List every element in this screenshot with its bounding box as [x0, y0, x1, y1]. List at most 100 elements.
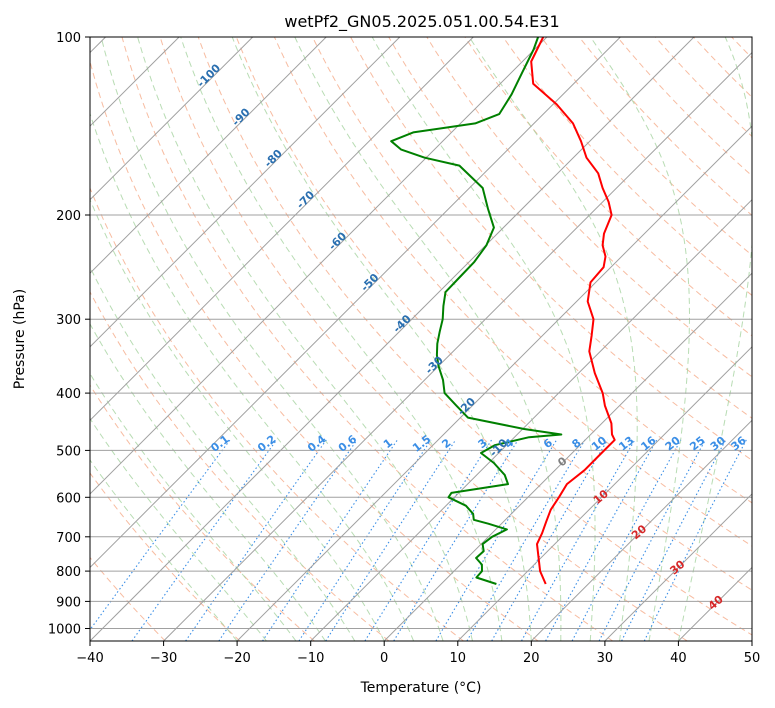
dry-adiabat-line: [616, 37, 752, 177]
moist-adiabat-line: [294, 37, 562, 641]
dry-adiabat-line: [426, 37, 752, 378]
isotherm-line: [90, 37, 401, 348]
moist-adiabat-line: [371, 37, 596, 641]
moist-adiabat-line: [137, 37, 473, 641]
y-tick-label: 900: [56, 595, 81, 610]
mixing-ratio-label: 2: [440, 436, 454, 451]
y-axis-label: Pressure (hPa): [12, 289, 28, 389]
line-labels: 0.1 0.2 0.4 0.6 1 1.5 2 3 4 6 8 10 13 16 20 25 30 36-100-…: [194, 61, 748, 612]
mixing-ratio-line: [491, 439, 609, 641]
moist-adiabat-line: [468, 37, 638, 641]
dry-adiabat-line: [350, 37, 752, 461]
moist-adiabat-line: [180, 37, 503, 641]
dry-adiabat-line: [312, 37, 752, 504]
isotherm-line: [236, 125, 752, 641]
isotherm-line: [90, 37, 474, 422]
moist-adiabat-line: [90, 459, 238, 641]
dry-adiabat-line: [121, 37, 613, 641]
isotherm-line: [90, 37, 548, 495]
isotherm-label: -30: [423, 353, 446, 376]
isotherm-line: [530, 419, 752, 641]
dry-adiabat-line: [770, 37, 775, 641]
mixing-ratio-line: [90, 439, 231, 631]
mixing-ratio-label: 1: [381, 436, 395, 451]
moist-adiabat-line: [90, 112, 415, 641]
moist-adiabat-line: [100, 37, 444, 641]
mixing-ratio-line: [393, 439, 519, 641]
mixing-ratio-label: 0.1: [208, 433, 231, 455]
isotherm-line: [383, 272, 752, 641]
moist-adiabat-line: [90, 417, 267, 641]
isotherm-line: [457, 346, 752, 641]
mixing-ratio-line: [298, 439, 432, 641]
chart-title: wetPf2_GN05.2025.051.00.54.E31: [284, 12, 559, 32]
mixing-ratio-line: [545, 439, 658, 641]
isotherm-line: [90, 37, 327, 274]
dry-adiabat-line: [159, 37, 688, 641]
x-tick-label: 40: [670, 651, 687, 666]
mixing-ratio-label: 0.4: [305, 432, 329, 454]
mixing-ratio-line: [131, 439, 278, 641]
isobar-gridlines: [90, 37, 752, 629]
y-tick-label: 800: [56, 565, 81, 580]
y-tick-label: 200: [56, 209, 81, 224]
dry-adiabat-line: [388, 37, 752, 419]
dry-adiabat-line: [502, 37, 752, 296]
mixing-ratio-line: [435, 439, 558, 641]
dry-adiabat-line: [90, 59, 539, 641]
temperature-line: [530, 37, 616, 585]
dry-adiabat-label: 40: [706, 593, 726, 613]
dry-adiabat-line: [90, 186, 464, 641]
dry-adiabat-line: [578, 37, 752, 217]
plot-area: [90, 37, 775, 641]
isotherm-label: -20: [455, 395, 478, 418]
mixing-ratio-lines: [90, 439, 747, 641]
x-tick-label: 20: [523, 651, 540, 666]
sounding-lines: [390, 37, 616, 585]
mixing-ratio-label: 6: [541, 436, 555, 451]
mixing-ratio-line: [262, 439, 398, 641]
x-tick-label: −20: [223, 651, 250, 666]
dry-adiabat-line: [731, 37, 752, 59]
dry-adiabat-line: [273, 37, 752, 547]
moist-adiabat-line: [90, 265, 356, 641]
x-tick-label: −30: [150, 651, 177, 666]
isotherms: [90, 37, 752, 641]
isotherm-line: [90, 37, 695, 641]
isotherm-label: -80: [262, 147, 285, 170]
mixing-ratio-label: 0.6: [336, 432, 360, 454]
isotherm-line: [678, 566, 752, 641]
moist-adiabat-line: [589, 37, 690, 641]
y-tick-label: 500: [56, 444, 81, 459]
dry-adiabat-line: [90, 290, 390, 641]
x-axis-label: Temperature (°C): [360, 680, 482, 696]
dry-adiabat-line: [235, 37, 752, 591]
mixing-ratio-label: 1.5: [410, 433, 433, 455]
isotherm-label: -100: [194, 61, 223, 90]
mixing-ratio-line: [571, 439, 682, 641]
isotherm-line: [90, 37, 621, 569]
isotherm-label: -90: [229, 105, 252, 128]
dry-adiabat-line: [90, 472, 241, 641]
y-tick-label: 100: [56, 31, 81, 46]
plot-frame: [89, 36, 753, 642]
y-axis: 100 200 300 400 500 600 700 800 900 1000: [48, 31, 90, 638]
mixing-ratio-line: [185, 439, 327, 641]
dry-adiabat-line: [90, 384, 315, 641]
mixing-ratio-line: [466, 439, 586, 641]
x-tick-label: 0: [380, 651, 388, 666]
mixing-ratio-line: [364, 439, 493, 641]
x-tick-label: −40: [76, 651, 103, 666]
dry-adiabat-label: 20: [629, 522, 649, 542]
mixing-ratio-line: [325, 439, 457, 641]
isotherm-label: -50: [358, 271, 381, 294]
y-tick-label: 600: [56, 491, 81, 506]
y-tick-label: 700: [56, 531, 81, 546]
dry-adiabat-line: [693, 37, 752, 98]
dry-adiabat-line: [464, 37, 752, 337]
moist-adiabat-line: [231, 37, 532, 641]
isotherm-label: -70: [294, 188, 317, 211]
isotherm-line: [163, 51, 752, 641]
x-tick-label: 10: [450, 651, 467, 666]
